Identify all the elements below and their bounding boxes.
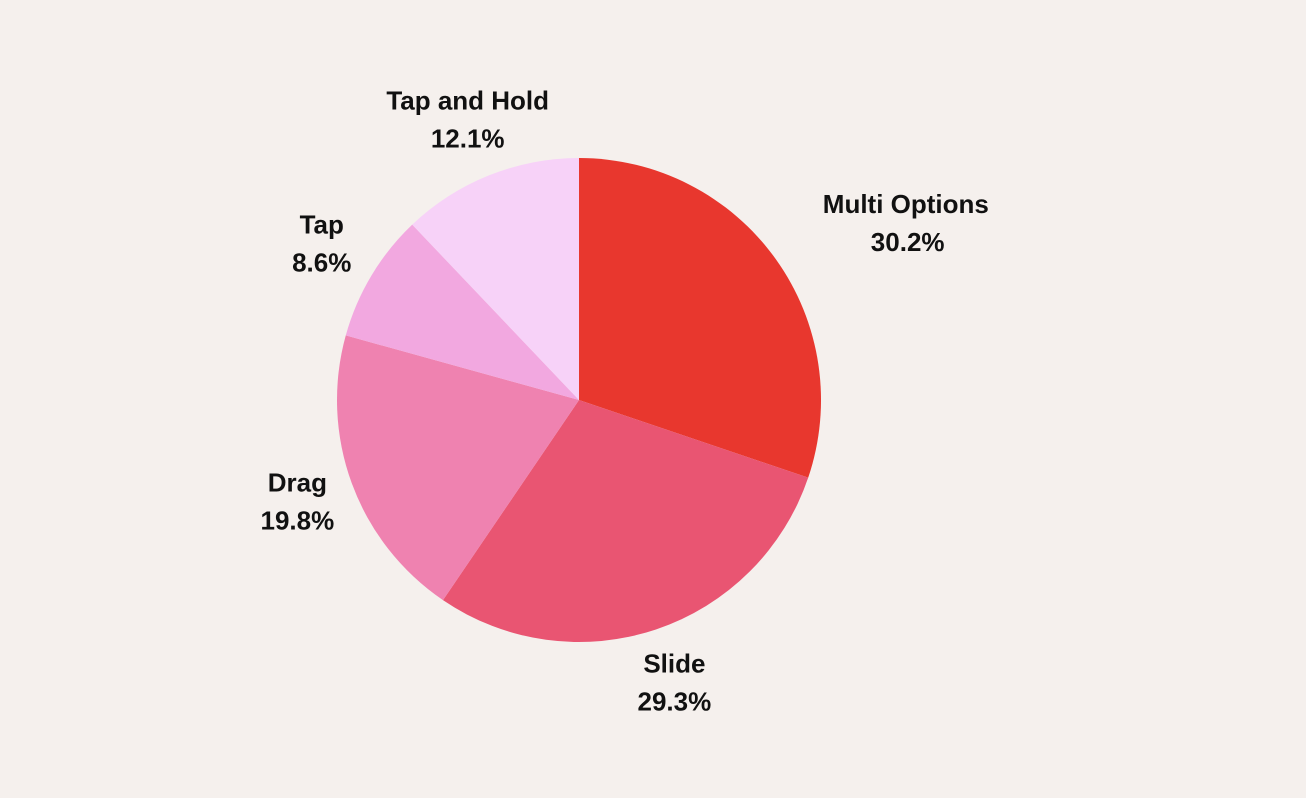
pie-slice xyxy=(345,224,579,400)
value-label: 19.8% xyxy=(261,505,335,535)
slice-label: Tap and Hold xyxy=(386,85,549,115)
pie-slice xyxy=(412,158,579,400)
value-label: 30.2% xyxy=(871,227,945,257)
value-label: 12.1% xyxy=(431,123,505,153)
slice-label: Tap xyxy=(300,210,344,240)
pie-slice xyxy=(336,335,579,601)
slice-label: Drag xyxy=(268,467,327,497)
value-label: 29.3% xyxy=(638,686,712,716)
slice-label: Slide xyxy=(643,648,705,678)
pie-slice xyxy=(579,158,822,478)
value-label: 8.6% xyxy=(292,248,351,278)
pie-slice xyxy=(442,400,809,643)
slice-label: Multi Options xyxy=(823,189,989,219)
